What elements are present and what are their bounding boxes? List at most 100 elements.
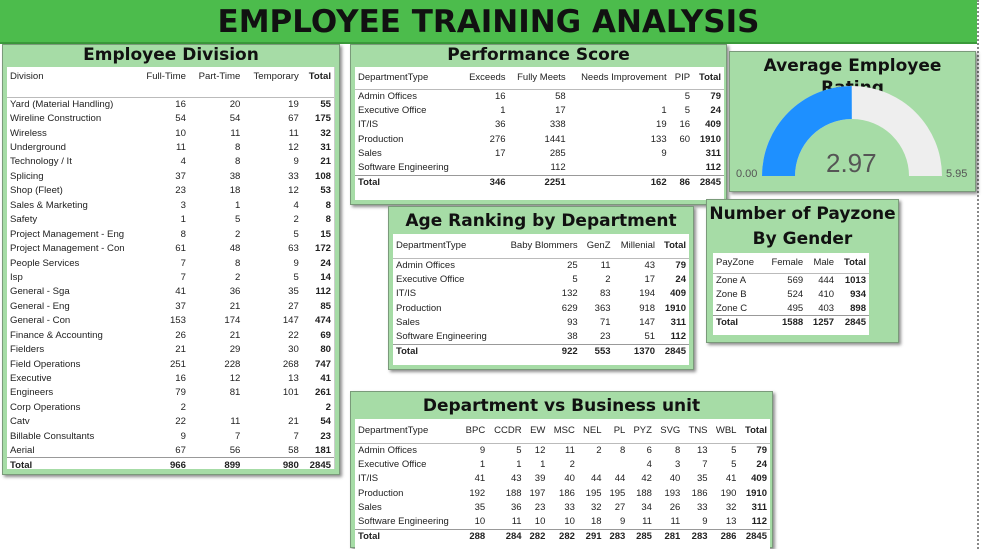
division-table-row[interactable]: General - Con 153 174 147 474 [7, 314, 334, 328]
performance-total-cell: 2845 [693, 174, 724, 190]
performance-cell: Executive Office [358, 105, 427, 117]
business-col-bpc[interactable]: BPC [460, 419, 489, 444]
payzone-total-row[interactable]: Total 1588 1257 2845 [713, 315, 869, 330]
division-col-temporary[interactable]: Temporary [243, 67, 302, 98]
division-table-row[interactable]: Yard (Material Handling) 16 20 19 55 [7, 97, 334, 111]
age-table-row[interactable]: IT/IS 132 83 194 409 [393, 287, 689, 301]
division-cell: 55 [320, 98, 331, 110]
business-table-row[interactable]: Production 192 188 197 186 195 195 188 193 186 190… [355, 486, 770, 500]
payzone-col-payzone[interactable]: PayZone [713, 253, 764, 274]
business-table-row[interactable]: IT/IS 41 43 39 40 44 44 42 40 35 41 409 [355, 472, 770, 486]
division-table-row[interactable]: Isp 7 2 5 14 [7, 270, 334, 284]
payzone-table-row[interactable]: Zone A 569 444 1013 [713, 273, 869, 287]
division-col-fulltime[interactable]: Full-Time [137, 67, 189, 98]
performance-table-row[interactable]: Production 276 1441 133 60 1910 [355, 132, 724, 146]
age-col-department[interactable]: DepartmentType [393, 234, 500, 259]
age-total-row[interactable]: Total 922 553 1370 2845 [393, 343, 689, 359]
payzone-table-row[interactable]: Zone B 524 410 934 [713, 287, 869, 301]
division-table-row[interactable]: Fielders 21 29 30 80 [7, 342, 334, 356]
division-col-parttime[interactable]: Part-Time [188, 67, 244, 98]
division-table-row[interactable]: Sales & Marketing 3 1 4 8 [7, 198, 334, 212]
division-table-row[interactable]: Technology / It 4 8 9 21 [7, 155, 334, 169]
division-cell: 228 [224, 358, 241, 370]
business-col-wbl[interactable]: WBL [710, 419, 740, 444]
performance-col-total[interactable]: Total [693, 67, 724, 90]
payzone-col-total[interactable]: Total [837, 253, 869, 274]
performance-col-department[interactable]: DepartmentType [355, 67, 462, 90]
age-table-container[interactable]: DepartmentType Baby Blommers GenZ Millen… [393, 234, 689, 365]
division-col-total[interactable]: Total [301, 67, 334, 98]
performance-col-exceeds[interactable]: Exceeds [461, 67, 509, 90]
performance-col-fullymeets[interactable]: Fully Meets [508, 67, 569, 90]
business-col-total[interactable]: Total [739, 419, 770, 444]
performance-table-row[interactable]: IT/IS 36 338 19 16 409 [355, 118, 724, 132]
business-col-pl[interactable]: PL [604, 419, 629, 444]
age-col-genz[interactable]: GenZ [580, 234, 614, 259]
business-col-pyz[interactable]: PYZ [628, 419, 655, 444]
business-col-msc[interactable]: MSC [548, 419, 578, 444]
performance-table-row[interactable]: Admin Offices 16 58 5 79 [355, 89, 724, 103]
division-table-row[interactable]: Project Management - Eng 8 2 5 15 [7, 227, 334, 241]
business-col-nel[interactable]: NEL [577, 419, 605, 444]
age-col-babyboomers[interactable]: Baby Blommers [499, 234, 581, 259]
business-cell: 26 [669, 502, 681, 514]
division-table-row[interactable]: General - Sga 41 36 35 112 [7, 285, 334, 299]
business-total-row[interactable]: Total 288 284 282 282 291 283 285 281 283 286 2845 [355, 528, 770, 544]
division-table-row[interactable]: Catv 22 11 21 54 [7, 415, 334, 429]
division-col-division[interactable]: Division [7, 67, 137, 98]
division-table-row[interactable]: Project Management - Con 61 48 63 172 [7, 241, 334, 255]
division-table-row[interactable]: General - Eng 37 21 27 85 [7, 299, 334, 313]
age-cell: 24 [675, 274, 686, 286]
payzone-col-female[interactable]: Female [763, 253, 807, 274]
performance-col-needsimprovement[interactable]: Needs Improvement [568, 67, 670, 90]
business-table-row[interactable]: Executive Office 1 1 1 2 4 3 7 5 24 [355, 457, 770, 471]
age-col-total[interactable]: Total [658, 234, 689, 259]
division-cell: 23 [320, 430, 331, 442]
performance-total-row[interactable]: Total 346 2251 162 86 2845 [355, 174, 724, 190]
division-table-row[interactable]: Wireless 10 11 11 32 [7, 126, 334, 140]
age-table-row[interactable]: Admin Offices 25 11 43 79 [393, 258, 689, 272]
business-total-cell: 285 [628, 528, 655, 544]
business-col-svg[interactable]: SVG [654, 419, 684, 444]
performance-table-row[interactable]: Executive Office 1 17 1 5 24 [355, 103, 724, 117]
division-table-row[interactable]: Executive 16 12 13 41 [7, 371, 334, 385]
age-table-row[interactable]: Executive Office 5 2 17 24 [393, 272, 689, 286]
age-table-row[interactable]: Production 629 363 918 1910 [393, 301, 689, 315]
division-table-row[interactable]: Shop (Fleet) 23 18 12 53 [7, 184, 334, 198]
business-col-tns[interactable]: TNS [683, 419, 711, 444]
division-table-row[interactable]: Aerial 67 56 58 181 [7, 444, 334, 458]
division-cell: 37 [175, 300, 186, 312]
age-table-row[interactable]: Sales 93 71 147 311 [393, 316, 689, 330]
payzone-table-container[interactable]: PayZone Female Male Total Zone A 569 444 10… [713, 253, 869, 335]
business-table-row[interactable]: Admin Offices 9 5 12 11 2 8 6 8 13 5 79 [355, 443, 770, 457]
age-col-millenial[interactable]: Millenial [613, 234, 659, 259]
division-table-row[interactable]: Wireline Construction 54 54 67 175 [7, 111, 334, 125]
performance-table-row[interactable]: Software Engineering 112 112 [355, 161, 724, 175]
business-table-row[interactable]: Software Engineering 10 11 10 10 18 9 11 11 9 13 11… [355, 515, 770, 529]
division-table-row[interactable]: Underground 11 8 12 31 [7, 140, 334, 154]
age-table-row[interactable]: Software Engineering 38 23 51 112 [393, 330, 689, 344]
division-table-row[interactable]: Billable Consultants 9 7 7 23 [7, 429, 334, 443]
division-table-row[interactable]: Field Operations 251 228 268 747 [7, 357, 334, 371]
business-col-ccdr[interactable]: CCDR [488, 419, 525, 444]
division-cell: 21 [288, 416, 299, 428]
performance-table-container[interactable]: DepartmentType Exceeds Fully Meets Needs… [355, 67, 724, 200]
division-table-row[interactable]: Finance & Accounting 26 21 22 69 [7, 328, 334, 342]
division-table-row[interactable]: Safety 1 5 2 8 [7, 213, 334, 227]
business-table-container[interactable]: DepartmentType BPC CCDR EW MSC NEL PL PY… [355, 419, 770, 549]
division-table-row[interactable]: Splicing 37 38 33 108 [7, 169, 334, 183]
business-col-department[interactable]: DepartmentType [355, 419, 461, 444]
division-cell: 12 [288, 142, 299, 154]
performance-col-pip[interactable]: PIP [669, 67, 694, 90]
payzone-table-row[interactable]: Zone C 495 403 898 [713, 301, 869, 315]
business-table-row[interactable]: Sales 35 36 23 33 32 27 34 26 33 32 311 [355, 501, 770, 515]
division-table-row[interactable]: Corp Operations 2 2 [7, 400, 334, 414]
division-table-row[interactable]: Engineers 79 81 101 261 [7, 386, 334, 400]
business-col-ew[interactable]: EW [524, 419, 549, 444]
division-total-row[interactable]: Total 966 899 980 2845 [7, 457, 334, 469]
division-table-container[interactable]: Division Full-Time Part-Time Temporary T… [7, 67, 335, 469]
performance-table-row[interactable]: Sales 17 285 9 311 [355, 147, 724, 161]
division-table-row[interactable]: People Services 7 8 9 24 [7, 256, 334, 270]
performance-cell: Software Engineering [358, 162, 449, 174]
payzone-col-male[interactable]: Male [806, 253, 838, 274]
